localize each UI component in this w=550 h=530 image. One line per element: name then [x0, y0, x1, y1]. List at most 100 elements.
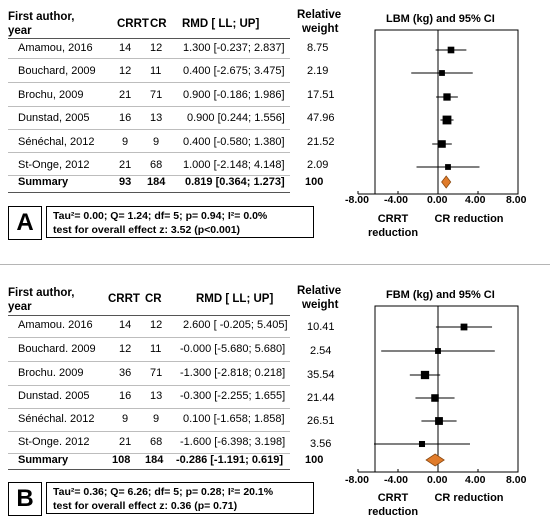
tick-label: -8.00	[345, 474, 369, 486]
col-weight-header: Relative	[297, 9, 342, 21]
col-weight-header: Relative	[297, 285, 342, 297]
tick-label: 4.00	[465, 194, 486, 206]
row-author: Sénéchal, 2012	[18, 136, 95, 148]
row-crrt: 21	[119, 89, 132, 101]
point-estimate-square	[442, 115, 452, 125]
panel-separator	[0, 264, 550, 265]
point-estimate-square	[418, 440, 426, 448]
tick-label: 8.00	[506, 194, 527, 206]
row-rmd: 1.300 [-0.237; 2.837]	[183, 42, 285, 54]
row-crrt: 21	[119, 436, 132, 448]
col-cr-header: CR	[145, 293, 162, 305]
heterogeneity-stats: Tau²= 0.36; Q= 6.26; df= 5; p= 0.28; I²=…	[46, 482, 314, 514]
summary-weight: 100	[305, 176, 324, 188]
summary-rmd: 0.819 [0.364; 1.273]	[185, 176, 285, 188]
row-rmd: 0.900 [-0.186; 1.986]	[183, 89, 285, 101]
summary-diamond	[425, 453, 445, 467]
row-rmd: -0.300 [-2.255; 1.655]	[180, 390, 286, 402]
summary-crrt: 93	[119, 176, 132, 188]
row-cr: 11	[150, 343, 162, 355]
col-author-header-2: year	[8, 25, 32, 37]
forest-plot-a	[357, 29, 519, 195]
row-crrt: 14	[119, 319, 132, 331]
row-author: Dunstad, 2005	[18, 112, 90, 124]
row-author: Brochu, 2009	[18, 89, 84, 101]
row-author: Bouchard. 2009	[18, 343, 96, 355]
row-author: St-Onge, 2012	[18, 159, 90, 171]
row-divider	[8, 453, 290, 454]
header-divider	[8, 38, 290, 39]
row-cr: 71	[150, 89, 163, 101]
row-divider	[8, 431, 290, 432]
heterogeneity-stats: Tau²= 0.00; Q= 1.24; df= 5; p= 0.94; I²=…	[46, 206, 314, 238]
row-rmd: 0.900 [0.244; 1.556]	[187, 112, 285, 124]
row-author: Amamou. 2016	[18, 319, 93, 331]
row-divider	[8, 82, 290, 83]
tick-label: 0.00	[427, 194, 448, 206]
overall-effect-line: test for overall effect z: 3.52 (p<0.001…	[53, 224, 241, 236]
row-crrt: 9	[122, 136, 129, 148]
point-estimate-square	[443, 93, 451, 101]
row-divider	[8, 385, 290, 386]
heterogeneity-line: Tau²= 0.00; Q= 1.24; df= 5; p= 0.94; I²=…	[53, 210, 268, 222]
row-weight: 21.52	[307, 136, 335, 148]
row-rmd: -0.000 [-5.680; 5.680]	[180, 343, 286, 355]
row-rmd: 2.600 [ -0.205; 5.405]	[183, 319, 288, 331]
tick-label: 0.00	[427, 474, 448, 486]
row-cr: 71	[150, 367, 163, 379]
col-weight-header-2: weight	[302, 299, 339, 311]
col-rmd-header: RMD [ LL; UP]	[182, 18, 260, 30]
row-weight: 2.19	[307, 65, 329, 77]
point-estimate-square	[439, 70, 445, 76]
favor-left-label: CRRT reduction	[367, 213, 419, 239]
row-cr: 13	[150, 112, 163, 124]
row-rmd: 0.400 [-2.675; 3.475]	[183, 65, 285, 77]
summary-label: Summary	[18, 454, 69, 466]
row-weight: 10.41	[307, 321, 335, 333]
row-divider	[8, 361, 290, 362]
row-author: Bouchard, 2009	[18, 65, 96, 77]
col-rmd-header: RMD [ LL; UP]	[196, 293, 274, 305]
row-divider	[8, 337, 290, 338]
tick-label: -4.00	[384, 194, 408, 206]
tick-label: 8.00	[506, 474, 527, 486]
header-divider	[8, 315, 290, 316]
col-crrt-header: CRRT	[117, 18, 149, 30]
row-weight: 17.51	[307, 89, 335, 101]
tick-label: -8.00	[345, 194, 369, 206]
point-estimate-square	[460, 323, 468, 331]
col-author-header: First author,	[8, 11, 75, 23]
row-rmd: 1.000 [-2.148; 4.148]	[183, 159, 285, 171]
col-weight-header-2: weight	[302, 23, 339, 35]
row-weight: 26.51	[307, 415, 335, 427]
row-author: Dunstad. 2005	[18, 390, 90, 402]
col-author-header-2: year	[8, 301, 32, 313]
row-cr: 13	[150, 390, 163, 402]
point-estimate-square	[438, 140, 446, 148]
row-author: Brochu. 2009	[18, 367, 84, 379]
plot-title: FBM (kg) and 95% CI	[386, 289, 495, 301]
tick-label: -4.00	[384, 474, 408, 486]
summary-cr: 184	[145, 454, 164, 466]
row-crrt: 16	[119, 112, 132, 124]
row-cr: 11	[150, 65, 162, 77]
row-crrt: 12	[119, 343, 132, 355]
summary-diamond	[441, 175, 452, 189]
row-weight: 2.54	[310, 345, 332, 357]
row-weight: 35.54	[307, 369, 335, 381]
row-weight: 2.09	[307, 159, 329, 171]
row-weight: 21.44	[307, 392, 335, 404]
point-estimate-square	[420, 370, 430, 380]
row-divider	[8, 152, 290, 153]
col-crrt-header: CRRT	[108, 293, 140, 305]
heterogeneity-line: Tau²= 0.36; Q= 6.26; df= 5; p= 0.28; I²=…	[53, 486, 274, 498]
row-cr: 9	[153, 413, 160, 425]
forest-plot-b	[357, 305, 519, 473]
row-crrt: 9	[122, 413, 129, 425]
row-rmd: 0.100 [-1.658; 1.858]	[183, 413, 285, 425]
row-divider	[8, 106, 290, 107]
col-cr-header: CR	[150, 18, 167, 30]
col-author-header: First author,	[8, 287, 75, 299]
row-rmd: -1.600 [-6.398; 3.198]	[180, 436, 286, 448]
favor-left-label: CRRT reduction	[367, 492, 419, 518]
